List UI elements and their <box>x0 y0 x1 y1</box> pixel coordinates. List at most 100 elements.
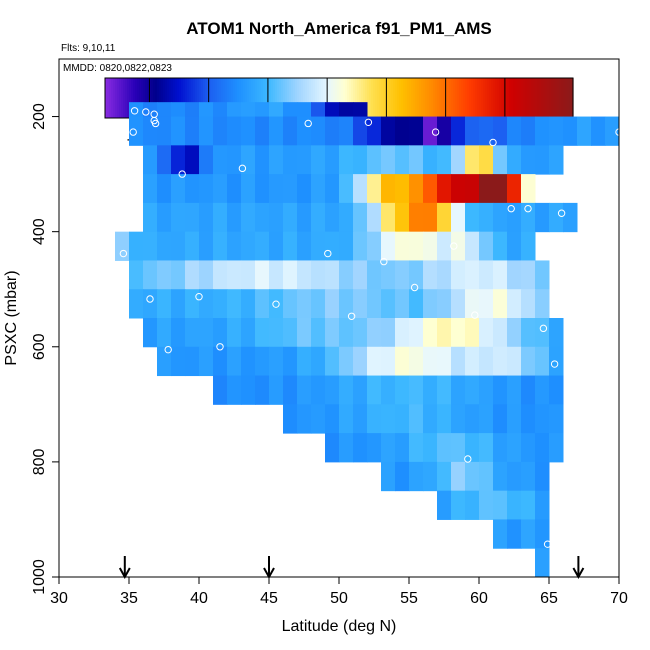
colorbar-swatch <box>309 78 312 118</box>
heatmap-cell <box>171 174 186 204</box>
heatmap-cell <box>199 145 214 175</box>
heatmap-cell <box>451 260 466 290</box>
colorbar-swatch <box>469 78 472 118</box>
heatmap-cell <box>339 318 354 348</box>
heatmap-cell <box>157 318 172 348</box>
heatmap-cell <box>241 202 256 233</box>
heatmap-cell <box>227 318 242 348</box>
colorbar-swatch <box>191 78 194 118</box>
heatmap-cell <box>227 174 242 204</box>
heatmap-cell <box>213 289 228 319</box>
heatmap-cell <box>171 202 186 233</box>
colorbar-swatch <box>333 78 336 118</box>
heatmap-cell <box>507 346 522 377</box>
heatmap-cell <box>367 116 382 146</box>
heatmap-cell <box>549 433 564 463</box>
colorbar-swatch <box>273 78 276 118</box>
heatmap-cell <box>437 174 452 204</box>
colorbar-swatch <box>531 78 534 118</box>
heatmap-cell <box>157 174 172 204</box>
colorbar-swatch <box>143 78 146 118</box>
colorbar-swatch <box>479 78 482 118</box>
heatmap-cell <box>381 346 396 377</box>
heatmap-cell <box>297 289 312 319</box>
heatmap-cell <box>367 318 382 348</box>
heatmap-cell <box>143 116 158 146</box>
heatmap-cell <box>283 116 298 146</box>
heatmap-cell <box>213 145 228 175</box>
colorbar-swatch <box>245 78 248 118</box>
chart-title: ATOM1 North_America f91_PM1_AMS <box>186 19 491 38</box>
heatmap-cell <box>297 116 312 146</box>
colorbar-swatch <box>481 78 484 118</box>
heatmap-cell <box>255 116 270 146</box>
heatmap-cell <box>171 145 186 175</box>
heatmap-cell <box>395 202 410 233</box>
heatmap-cell <box>241 289 256 319</box>
heatmap-cell <box>493 461 508 492</box>
heatmap-cell <box>507 318 522 348</box>
heatmap-cell <box>409 461 424 492</box>
heatmap-cell <box>171 116 186 146</box>
heatmap-cell <box>507 145 522 175</box>
colorbar-swatch <box>417 78 420 118</box>
heatmap-cell <box>283 202 298 233</box>
heatmap-cell <box>255 174 270 204</box>
heatmap-cell <box>241 260 256 290</box>
heatmap-cell <box>255 375 270 405</box>
heatmap-cell <box>143 202 158 233</box>
heatmap-cell <box>381 404 396 434</box>
colorbar-swatch <box>239 78 242 118</box>
colorbar-swatch <box>371 78 374 118</box>
heatmap-cell <box>353 174 368 204</box>
heatmap-cell <box>535 433 550 463</box>
heatmap-cell <box>143 318 158 348</box>
heatmap-cell <box>437 202 452 233</box>
colorbar-swatch <box>305 78 308 118</box>
heatmap-cell <box>423 404 438 434</box>
colorbar-swatch <box>445 78 448 118</box>
heatmap-cell <box>213 375 228 405</box>
heatmap-cell <box>269 174 284 204</box>
heatmap-cell <box>409 145 424 175</box>
colorbar-swatch <box>495 78 498 118</box>
heatmap-cell <box>465 461 480 492</box>
heatmap-cell <box>395 289 410 319</box>
colorbar-swatch <box>217 78 220 118</box>
heatmap-cell <box>339 202 354 233</box>
colorbar-swatch <box>477 78 480 118</box>
colorbar-swatch <box>307 78 310 118</box>
colorbar-swatch <box>329 78 332 118</box>
heatmap-cell <box>367 346 382 377</box>
heatmap-cell <box>311 231 326 261</box>
colorbar-swatch <box>335 78 338 118</box>
heatmap-cell <box>591 116 606 146</box>
colorbar-swatch <box>393 78 396 118</box>
heatmap-cell <box>381 174 396 204</box>
heatmap-cell <box>535 260 550 290</box>
colorbar-swatch <box>261 78 264 118</box>
heatmap-cell <box>451 202 466 233</box>
heatmap-cell <box>269 375 284 405</box>
heatmap-cell <box>381 375 396 405</box>
heatmap-cell <box>451 346 466 377</box>
heatmap-cell <box>493 433 508 463</box>
heatmap-cell <box>199 289 214 319</box>
heatmap-cell <box>409 375 424 405</box>
heatmap-cell <box>339 174 354 204</box>
heatmap-cell <box>395 346 410 377</box>
heatmap-cell <box>311 404 326 434</box>
colorbar-swatch <box>301 78 304 118</box>
heatmap-cell <box>297 231 312 261</box>
sample-point <box>178 170 186 178</box>
colorbar-swatch <box>179 78 182 118</box>
colorbar-swatch <box>367 78 370 118</box>
colorbar-swatch <box>223 78 226 118</box>
colorbar-swatch <box>465 78 468 118</box>
heatmap-cell <box>535 318 550 348</box>
x-tick-label: 50 <box>330 590 348 607</box>
heatmap-cell <box>311 116 326 146</box>
colorbar-swatch <box>493 78 496 118</box>
colorbar-swatch <box>515 78 518 118</box>
colorbar-swatch <box>491 78 494 118</box>
